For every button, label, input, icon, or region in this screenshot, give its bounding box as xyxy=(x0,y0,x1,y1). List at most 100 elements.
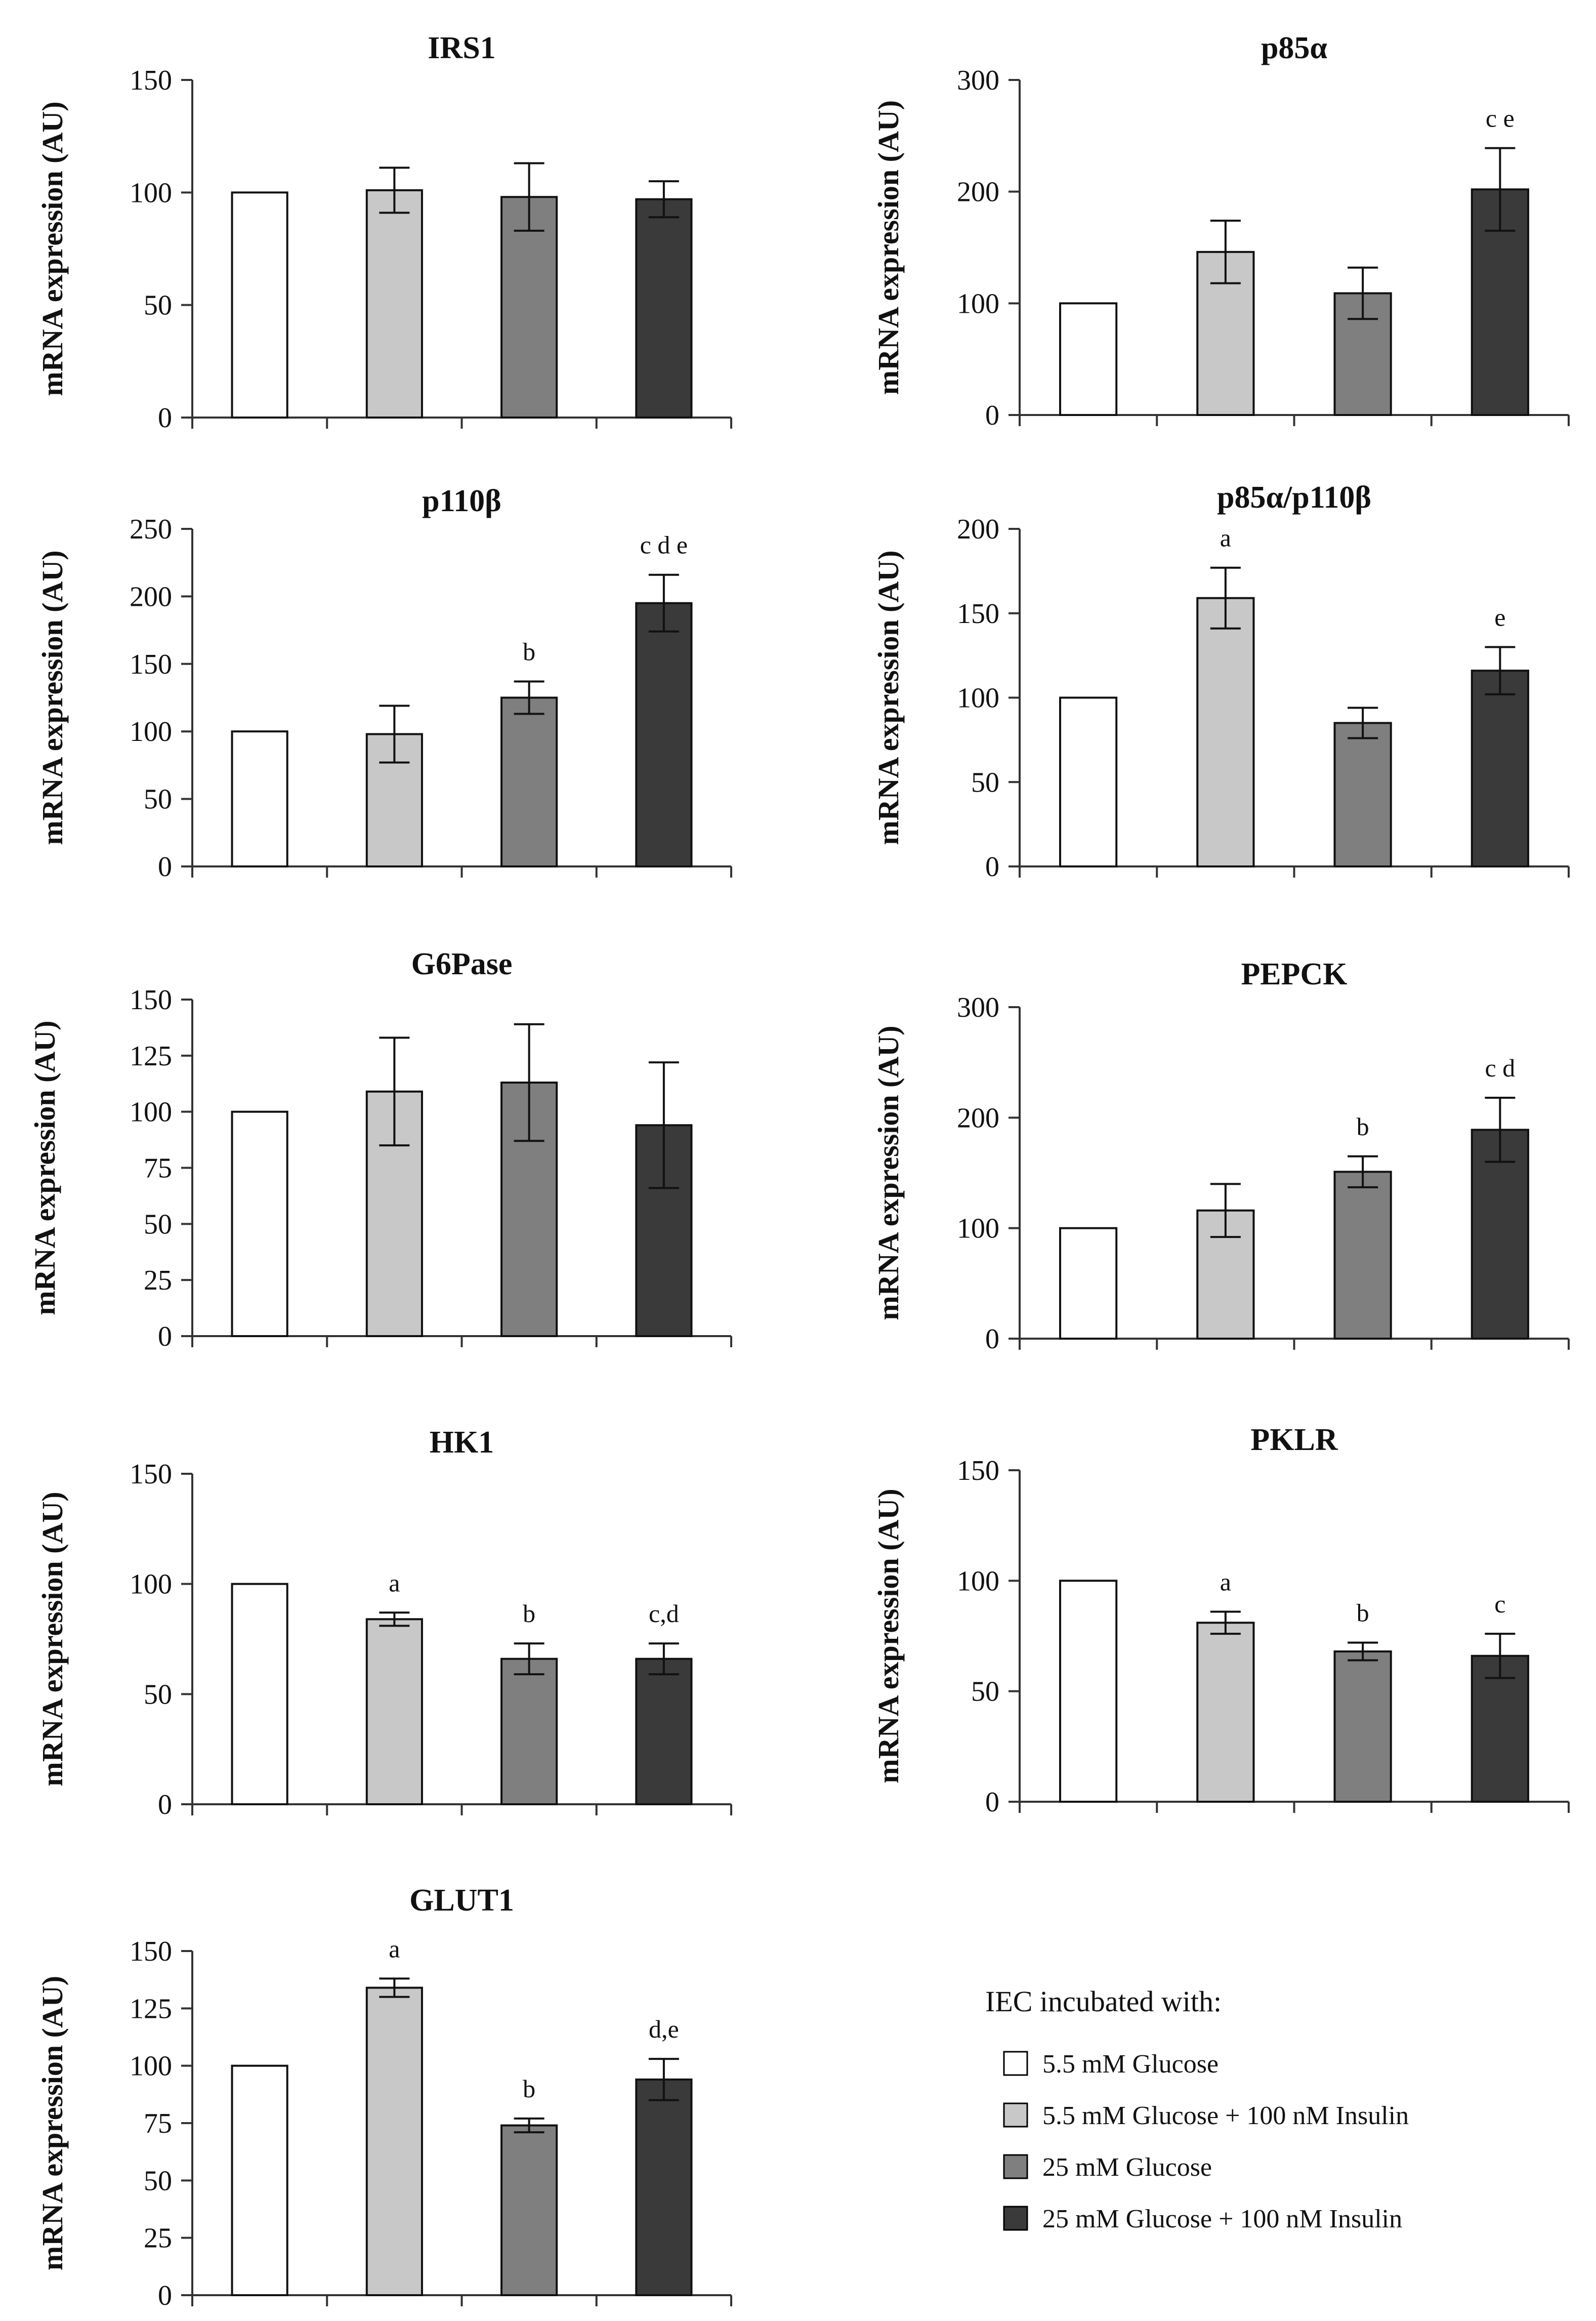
bar-3 xyxy=(1333,722,1392,868)
chart-title: G6Pase xyxy=(411,947,513,981)
chart-title: PEPCK xyxy=(1241,957,1347,991)
y-tick-label: 150 xyxy=(957,598,999,630)
legend-label-3: 25 mM Glucose xyxy=(1042,2153,1212,2182)
y-tick-label: 75 xyxy=(144,2108,172,2139)
y-tick-label: 150 xyxy=(130,1936,172,1967)
significance-label-3: b xyxy=(523,637,535,666)
bar-4 xyxy=(1471,1654,1529,1803)
y-tick-label: 100 xyxy=(130,1097,172,1128)
y-tick-label: 250 xyxy=(130,514,172,545)
significance-label-3: b xyxy=(523,1599,535,1628)
chart-title: p110β xyxy=(422,484,501,518)
significance-label-3: b xyxy=(1357,1112,1369,1141)
bar-1 xyxy=(231,191,288,419)
y-tick-label: 200 xyxy=(130,581,172,612)
chart-panel-2: p85α mRNA expression (AU) 0 100 200 300 c e xyxy=(872,31,1570,431)
bar-2 xyxy=(365,1618,423,1806)
bar-1 xyxy=(1059,1580,1118,1803)
bar-1 xyxy=(231,1583,288,1806)
y-axis-label: mRNA expression (AU) xyxy=(872,1025,905,1320)
bar-3 xyxy=(500,696,558,867)
significance-label-4: c e xyxy=(1486,104,1515,133)
y-tick-label: 300 xyxy=(957,65,999,96)
chart-panel-8: PKLR mRNA expression (AU) 0 50 100 150 a b c xyxy=(872,1423,1570,1818)
y-tick-label: 150 xyxy=(957,1455,999,1486)
bar-1 xyxy=(1059,302,1118,416)
bar-2 xyxy=(1196,597,1255,867)
chart-panel-7: HK1 mRNA expression (AU) 0 50 100 150 a b c,d xyxy=(36,1425,732,1820)
bar-3 xyxy=(1333,1650,1392,1803)
y-axis-label: mRNA expression (AU) xyxy=(872,550,905,845)
legend: IEC incubated with: 5.5 mM Glucose 5.5 m… xyxy=(985,1985,1409,2233)
bar-1 xyxy=(231,730,288,867)
legend-swatch-4 xyxy=(1003,2206,1028,2231)
y-tick-label: 150 xyxy=(130,65,172,96)
y-tick-label: 50 xyxy=(144,1209,172,1240)
y-tick-label: 0 xyxy=(985,400,999,431)
bar-4 xyxy=(1471,1129,1529,1340)
chart-title: IRS1 xyxy=(428,31,495,65)
bar-1 xyxy=(1059,1227,1118,1340)
chart-panel-1: IRS1 mRNA expression (AU) 0 50 100 150 xyxy=(36,31,732,434)
y-tick-label: 25 xyxy=(144,1265,172,1296)
chart-panel-4: p85α/p110β mRNA expression (AU) 0 50 100 150 2… xyxy=(872,480,1570,883)
y-tick-label: 150 xyxy=(130,649,172,680)
bar-2 xyxy=(365,189,423,419)
y-tick-label: 0 xyxy=(985,1787,999,1818)
y-axis-label: mRNA expression (AU) xyxy=(36,1976,69,2270)
chart-panel-9: GLUT1 mRNA expression (AU) 0 25 50 75 100 125 15… xyxy=(36,1883,732,2311)
significance-label-3: b xyxy=(523,2075,535,2103)
y-tick-label: 100 xyxy=(957,1565,999,1597)
y-axis-label: mRNA expression (AU) xyxy=(872,100,905,395)
y-tick-label: 50 xyxy=(144,784,172,815)
y-tick-label: 200 xyxy=(957,177,999,208)
bar-4 xyxy=(635,198,693,419)
significance-label-2: a xyxy=(1220,1567,1231,1596)
chart-title: HK1 xyxy=(430,1425,494,1460)
chart-panels: IRS1 mRNA expression (AU) 0 50 100 150 p85α mRN… xyxy=(28,31,1570,2311)
bar-4 xyxy=(1471,670,1529,867)
y-axis-label: mRNA expression (AU) xyxy=(36,1491,69,1786)
significance-label-4: c d e xyxy=(640,531,688,559)
chart-title: PKLR xyxy=(1250,1423,1338,1457)
y-tick-label: 100 xyxy=(130,716,172,748)
chart-panel-5: G6Pase mRNA expression (AU) 0 25 50 75 100 125 1… xyxy=(28,947,732,1352)
legend-swatch-1 xyxy=(1003,2051,1028,2076)
y-tick-label: 75 xyxy=(144,1153,172,1184)
bar-4 xyxy=(635,1657,693,1805)
legend-title: IEC incubated with: xyxy=(985,1985,1222,2018)
y-tick-label: 200 xyxy=(957,1102,999,1134)
y-tick-label: 50 xyxy=(971,767,999,798)
legend-swatch-3 xyxy=(1003,2154,1028,2179)
y-tick-label: 25 xyxy=(144,2223,172,2254)
y-axis-label: mRNA expression (AU) xyxy=(28,1020,61,1315)
y-tick-label: 50 xyxy=(144,1679,172,1710)
y-axis-label: mRNA expression (AU) xyxy=(36,550,69,845)
y-tick-label: 0 xyxy=(158,1789,172,1820)
y-tick-label: 50 xyxy=(144,290,172,321)
y-axis-label: mRNA expression (AU) xyxy=(872,1488,905,1783)
y-tick-label: 100 xyxy=(130,177,172,209)
significance-label-4: c xyxy=(1494,1590,1505,1618)
significance-label-3: b xyxy=(1357,1599,1369,1627)
y-tick-label: 0 xyxy=(985,851,999,883)
y-tick-label: 100 xyxy=(130,2051,172,2082)
y-tick-label: 100 xyxy=(957,1213,999,1245)
y-tick-label: 100 xyxy=(957,288,999,319)
bar-1 xyxy=(231,1110,288,1338)
significance-label-2: a xyxy=(389,1568,400,1597)
y-tick-label: 100 xyxy=(130,1569,172,1600)
chart-title: p85α/p110β xyxy=(1217,480,1371,515)
chart-title: p85α xyxy=(1261,31,1327,65)
chart-panel-3: p110β mRNA expression (AU) 0 50 100 150 200 250… xyxy=(36,484,732,883)
y-tick-label: 50 xyxy=(144,2165,172,2196)
y-tick-label: 100 xyxy=(957,683,999,714)
bar-4 xyxy=(635,602,693,867)
y-tick-label: 125 xyxy=(130,1041,172,1072)
bar-2 xyxy=(1196,1622,1255,1803)
significance-label-2: a xyxy=(389,1934,400,1963)
significance-label-4: d,e xyxy=(649,2015,679,2043)
y-tick-label: 0 xyxy=(158,851,172,883)
y-tick-label: 0 xyxy=(158,2280,172,2311)
